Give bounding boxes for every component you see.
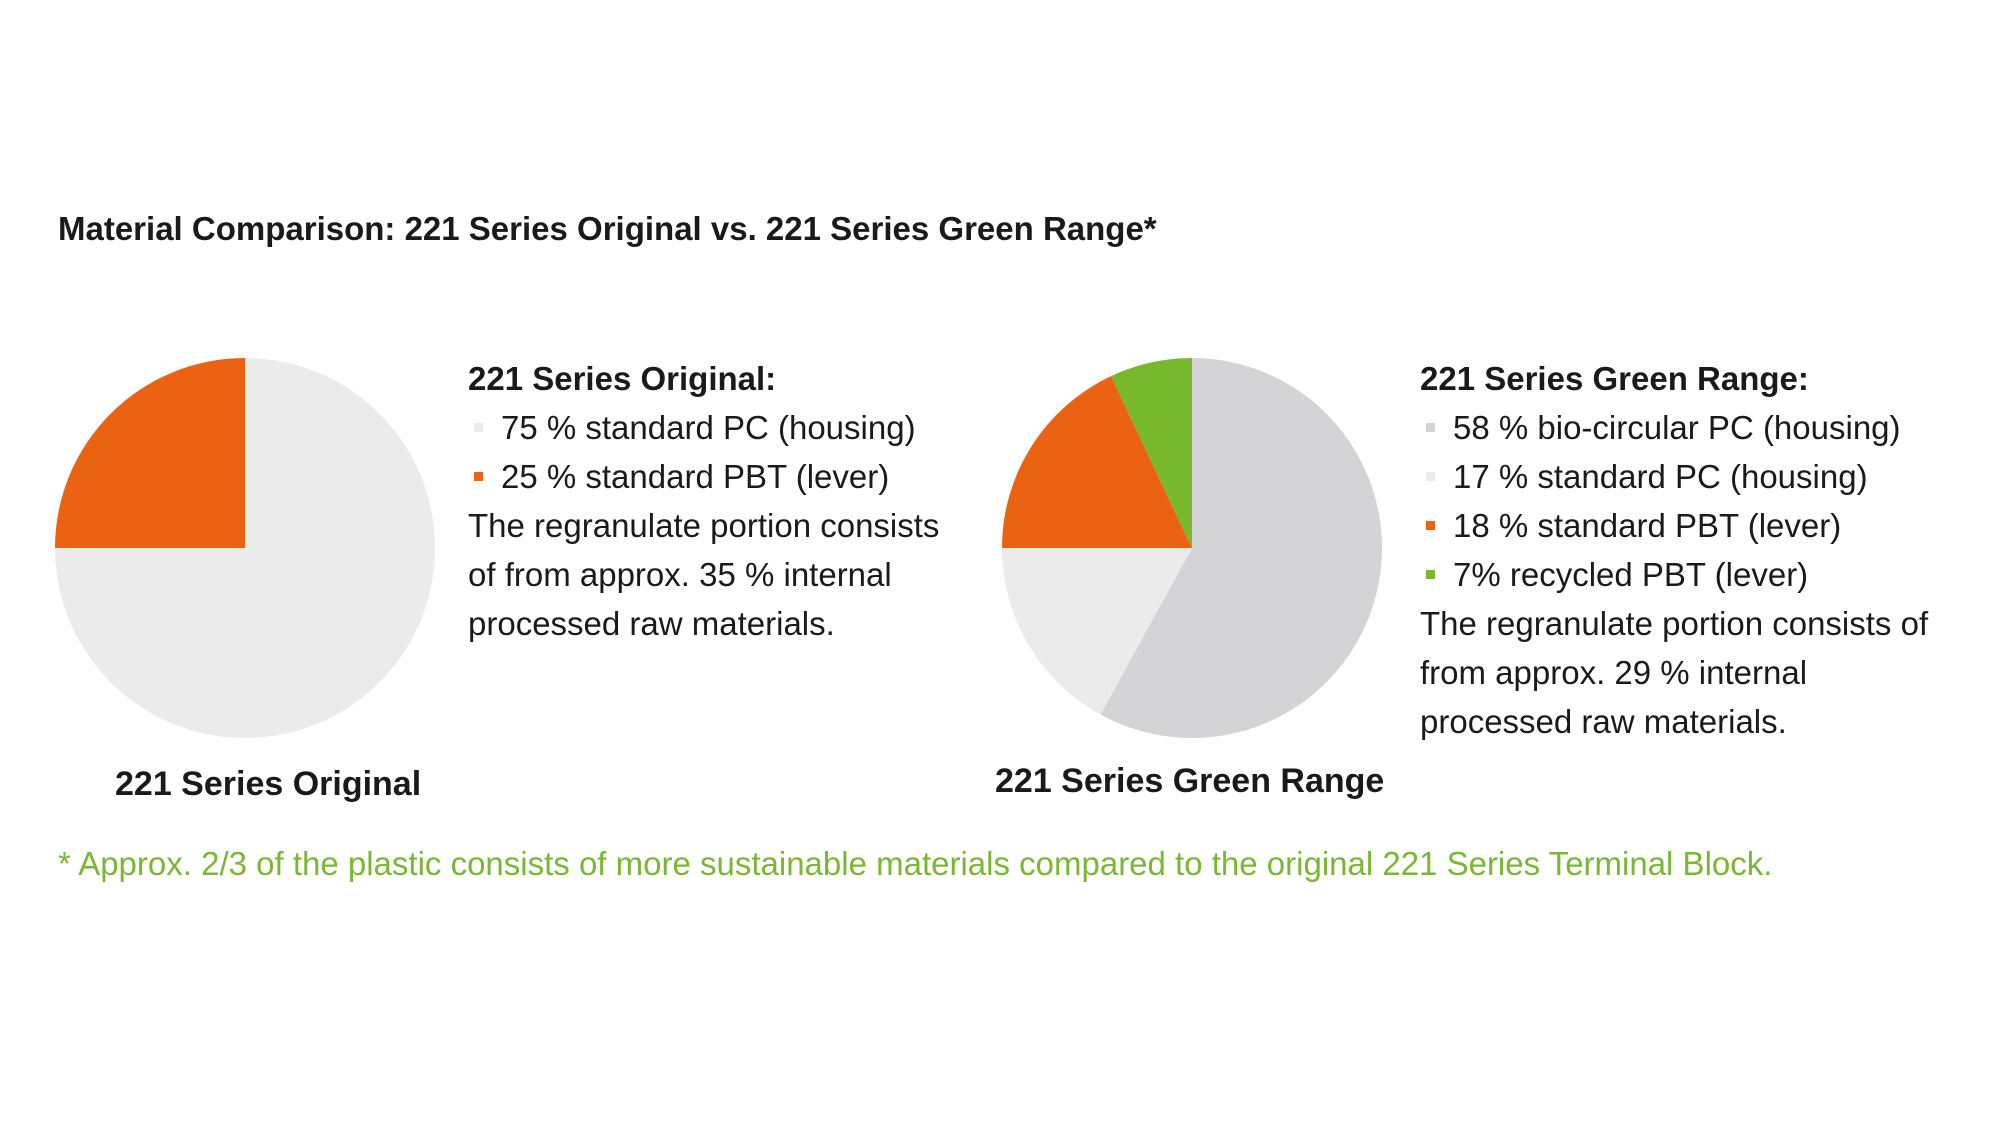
regranulate-note-line: The regranulate portion consists: [468, 507, 940, 544]
regranulate-note-line: The regranulate portion consists of: [1420, 605, 1929, 642]
pie-chart-original: [55, 358, 435, 738]
legend-title-original: 221 Series Original:: [468, 360, 777, 397]
regranulate-note-line: processed raw materials.: [468, 605, 835, 642]
pie-slice: [1002, 376, 1192, 548]
legend-item: 18 % standard PBT (lever): [1420, 501, 1928, 550]
legend-item: 7% recycled PBT (lever): [1420, 550, 1928, 599]
legend-item: 17 % standard PC (housing): [1420, 452, 1928, 501]
pie-slice: [55, 358, 245, 548]
legend-swatch: [474, 423, 483, 432]
legend-label: 58 % bio-circular PC (housing): [1453, 409, 1901, 446]
legend-item: 25 % standard PBT (lever): [468, 452, 939, 501]
pie-slice: [1111, 358, 1192, 548]
chart-title: Material Comparison: 221 Series Original…: [58, 210, 1157, 247]
legend-label: 17 % standard PC (housing): [1453, 458, 1868, 495]
legend-label: 75 % standard PC (housing): [501, 409, 916, 446]
legend-label: 25 % standard PBT (lever): [501, 458, 890, 495]
pie-slice: [1002, 548, 1192, 715]
legend-swatch: [474, 472, 483, 481]
regranulate-note-line: processed raw materials.: [1420, 703, 1787, 740]
pie-caption-original: 221 Series Original: [115, 765, 422, 803]
legend-title-green-range: 221 Series Green Range:: [1420, 360, 1809, 397]
legend-item: 58 % bio-circular PC (housing): [1420, 403, 1928, 452]
pie-caption-green-range: 221 Series Green Range: [995, 762, 1385, 800]
regranulate-note-line: of from approx. 35 % internal: [468, 556, 892, 593]
legend-label: 7% recycled PBT (lever): [1453, 556, 1809, 593]
regranulate-note-line: from approx. 29 % internal: [1420, 654, 1808, 691]
legend-original: 221 Series Original: 75 % standard PC (h…: [468, 354, 939, 648]
pie-slice: [1100, 358, 1382, 738]
legend-swatch: [1426, 521, 1435, 530]
legend-swatch: [1426, 423, 1435, 432]
legend-swatch: [1426, 570, 1435, 579]
pie-chart-green-range: [1002, 358, 1382, 738]
footnote: * Approx. 2/3 of the plastic consists of…: [58, 845, 1773, 882]
legend-swatch: [1426, 472, 1435, 481]
legend-label: 18 % standard PBT (lever): [1453, 507, 1842, 544]
legend-green-range: 221 Series Green Range: 58 % bio-circula…: [1420, 354, 1928, 746]
legend-item: 75 % standard PC (housing): [468, 403, 939, 452]
